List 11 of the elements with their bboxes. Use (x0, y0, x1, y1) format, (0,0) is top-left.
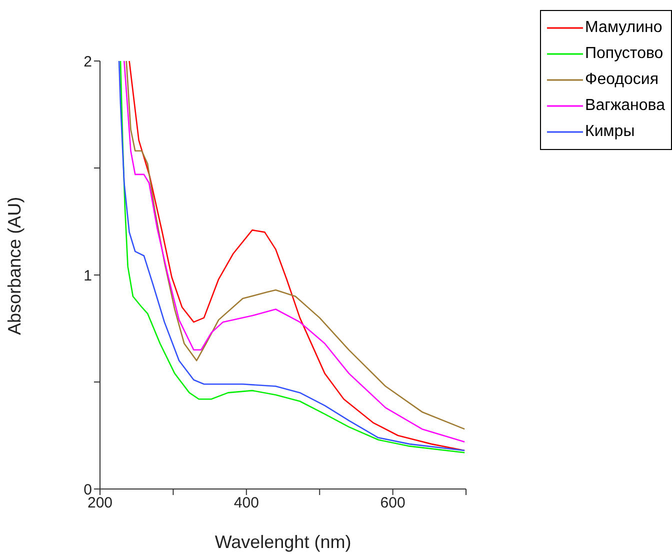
y-axis-title: Absorbance (AU) (4, 196, 24, 335)
legend-label: Феодосия (585, 71, 658, 89)
x-axis-title: Wavelenght (nm) (214, 532, 352, 552)
x-tick-label: 600 (380, 494, 406, 512)
legend-label: Вагжанова (585, 97, 665, 115)
y-tick-label: 2 (84, 53, 92, 70)
legend-label: Мамулино (585, 19, 662, 37)
legend-label: Кимры (585, 123, 635, 141)
x-tick-label: 400 (234, 494, 259, 512)
legend-label: Попустово (585, 45, 664, 63)
y-tick-label: 1 (84, 267, 92, 284)
